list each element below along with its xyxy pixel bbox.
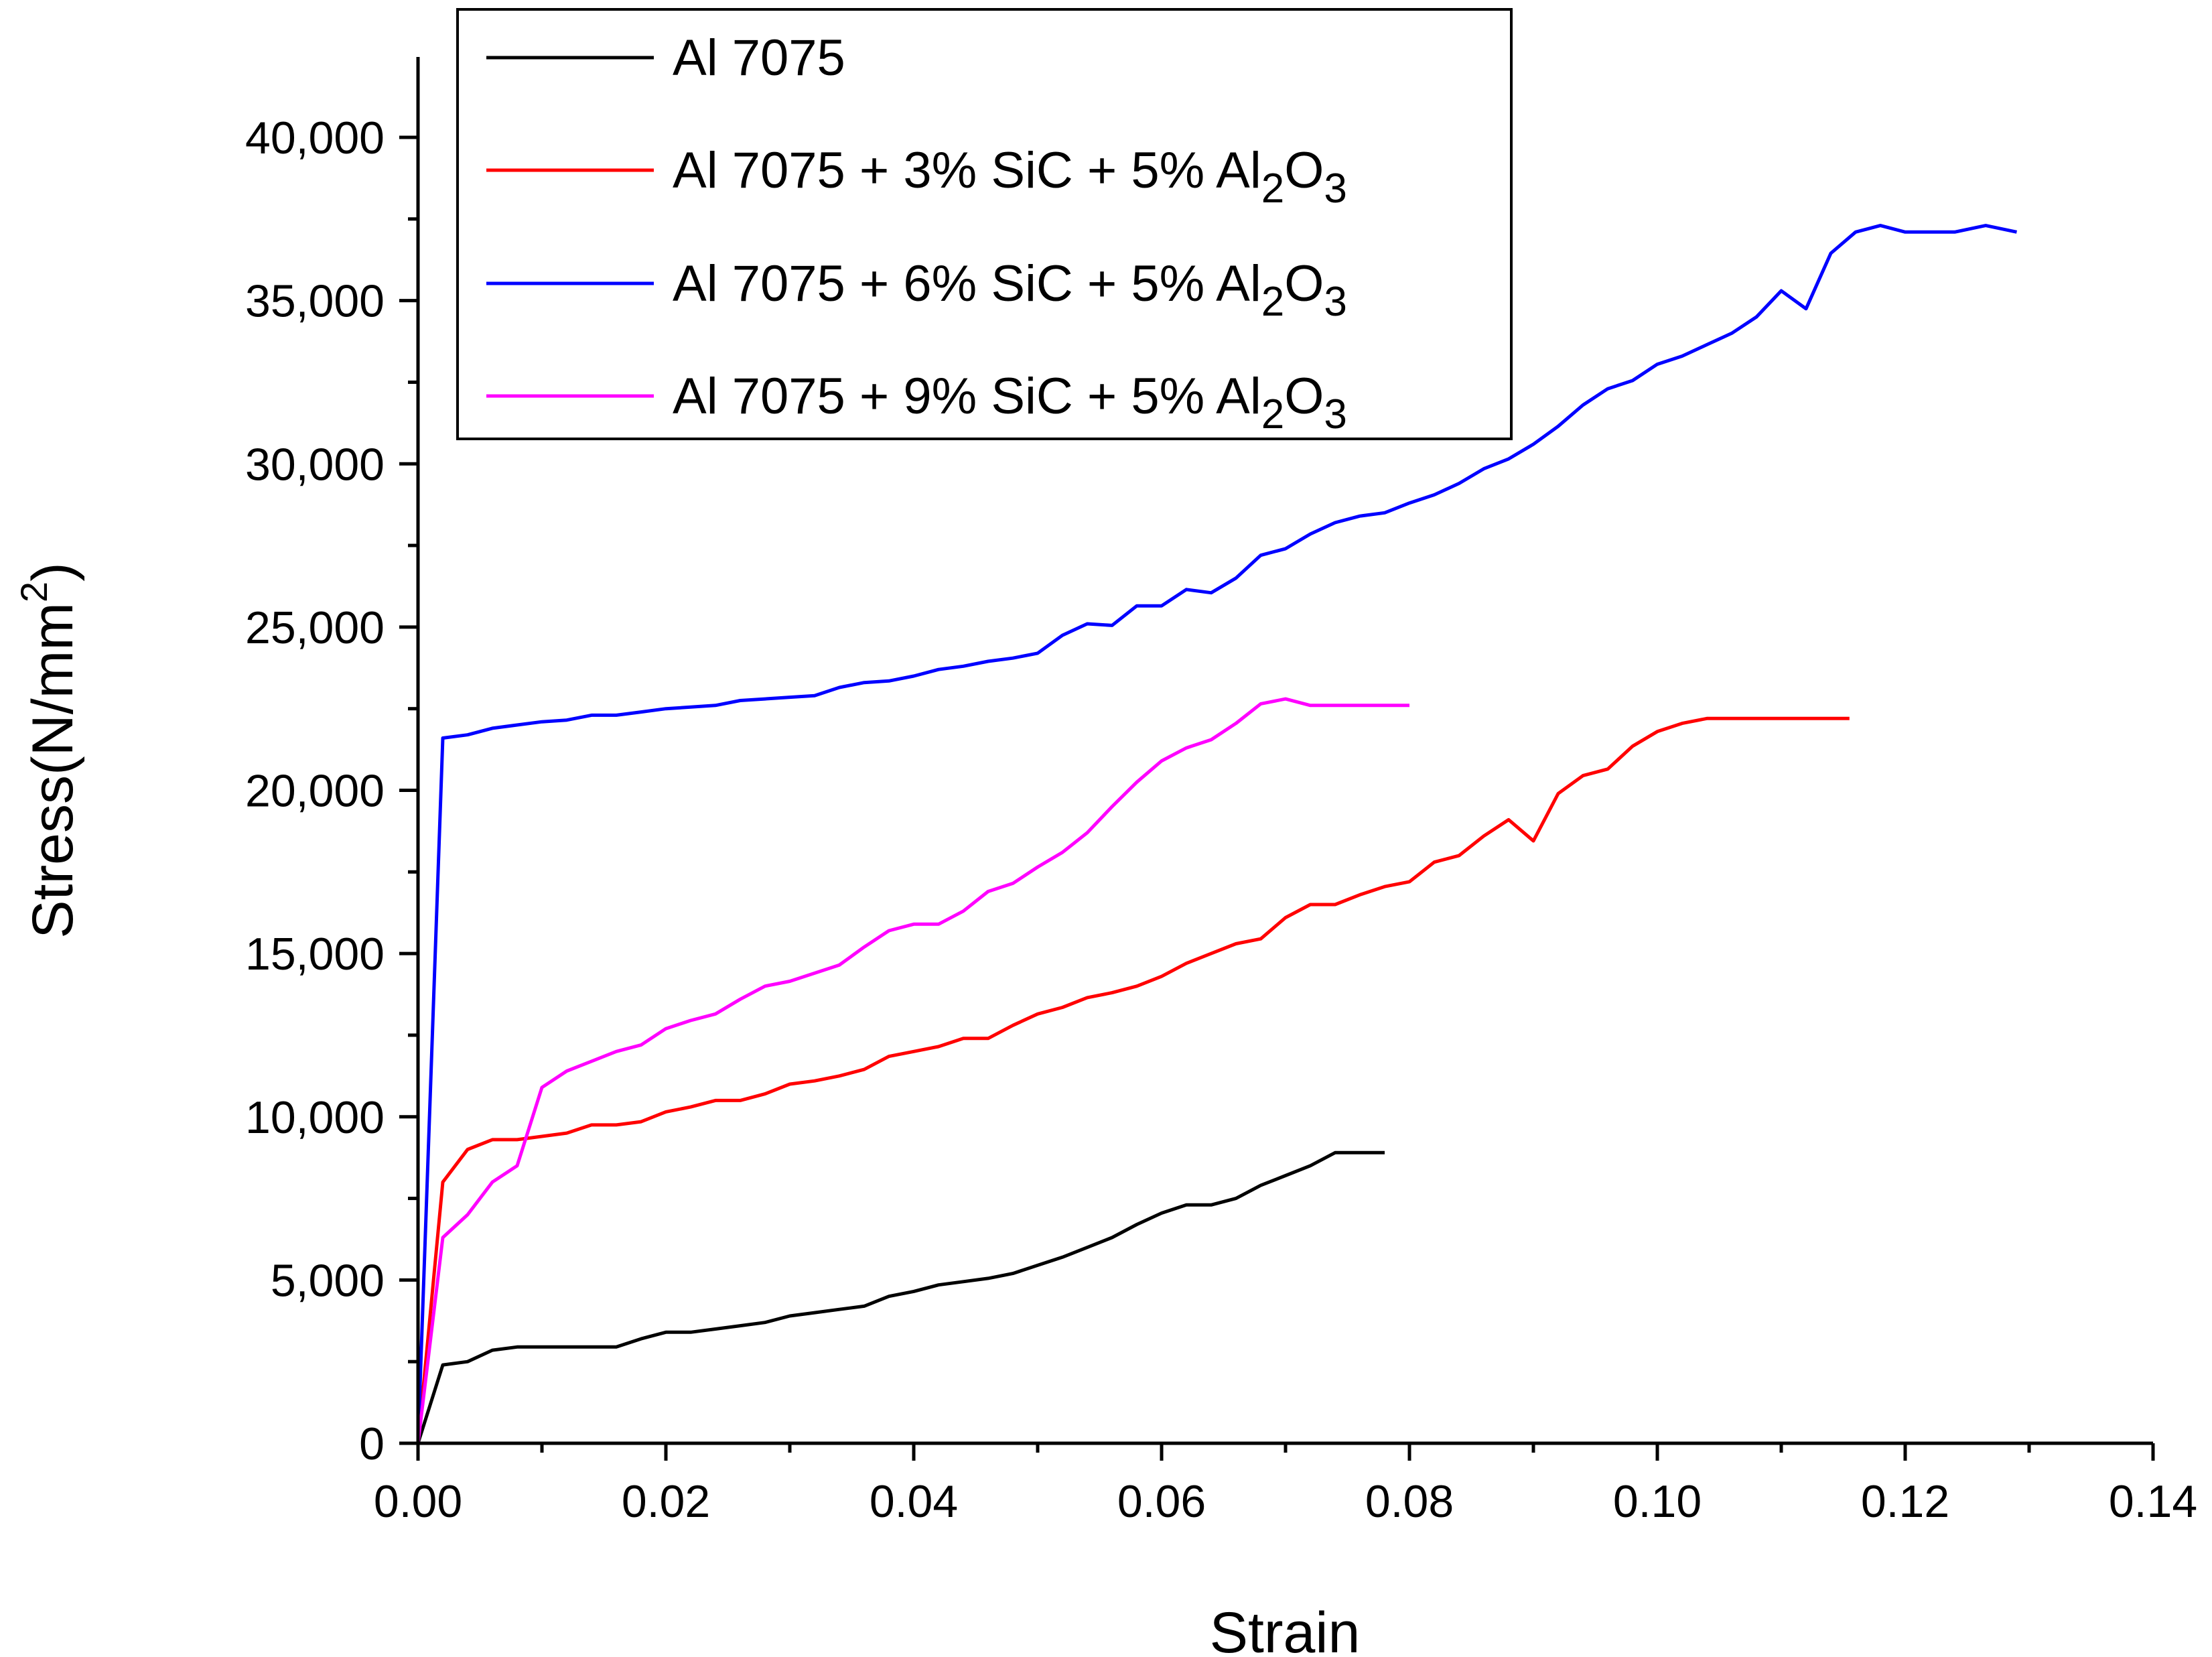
legend-label-1: Al 7075: [673, 29, 845, 86]
x-axis-title: Strain: [1210, 1601, 1361, 1657]
y-tick-label: 30,000: [245, 439, 385, 490]
series-line-3: [416, 224, 2018, 1444]
legend-box: [456, 8, 1513, 440]
y-tick-label: 5,000: [271, 1255, 385, 1306]
y-axis-title: Stress(N/mm2): [13, 562, 85, 938]
y-tick-label: 20,000: [245, 766, 385, 817]
x-tick-label: 0.14: [2109, 1476, 2197, 1527]
x-tick-label: 0.06: [1117, 1476, 1206, 1527]
y-tick-group: 0 5,000 10,000 15,000 20,000 25,000 30,000 35,0…: [245, 113, 418, 1469]
y-axis-title-main: Stress(N/mm: [21, 602, 85, 939]
series-line-2: [416, 716, 1850, 1444]
y-axis-title-suffix: ): [21, 562, 85, 582]
x-tick-label: 0.00: [374, 1476, 462, 1527]
x-tick-label: 0.10: [1613, 1476, 1702, 1527]
x-tick-label: 0.08: [1365, 1476, 1454, 1527]
x-tick-label: 0.12: [1861, 1476, 1949, 1527]
legend-label-3: Al 7075 + 6% SiC + 5% Al2O3: [673, 255, 1347, 325]
x-tick-label: 0.04: [870, 1476, 958, 1527]
y-tick-label: 10,000: [245, 1092, 385, 1143]
legend-label-2: Al 7075 + 3% SiC + 5% Al2O3: [673, 142, 1347, 212]
x-tick-group: 0.00 0.02 0.04 0.06 0.08 0.10 0.12 0.14: [374, 1443, 2197, 1527]
plot-series-group: [416, 224, 2018, 1444]
y-tick-label: 35,000: [245, 276, 385, 327]
legend-label-4: Al 7075 + 9% SiC + 5% Al2O3: [673, 368, 1347, 438]
legend: Al 7075 Al 7075 + 3% SiC + 5% Al2O3 Al 707…: [456, 8, 1513, 440]
y-tick-label: 0: [359, 1418, 385, 1469]
series-line-4: [416, 697, 1409, 1444]
y-axis-title-superscript: 2: [13, 582, 55, 602]
y-tick-label: 15,000: [245, 929, 385, 980]
y-tick-label: 25,000: [245, 602, 385, 653]
series-line-1: [416, 1150, 1385, 1444]
x-tick-label: 0.02: [622, 1476, 710, 1527]
y-tick-label: 40,000: [245, 113, 385, 163]
svg-text:Stress(N/mm2): Stress(N/mm2): [13, 562, 85, 938]
